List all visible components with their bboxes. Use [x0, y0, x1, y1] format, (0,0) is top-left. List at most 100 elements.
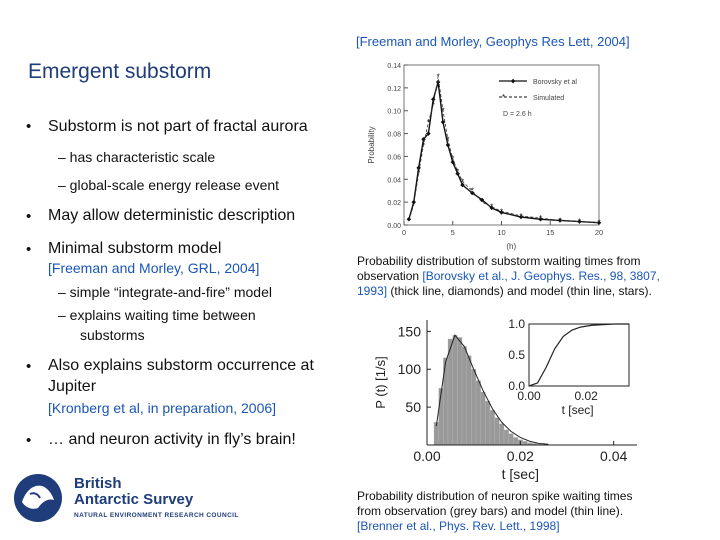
y-tick-label: 0.10	[387, 109, 401, 116]
y-tick-label: 0.14	[387, 63, 401, 70]
legend-label-borovsky: Borovsky et al	[533, 79, 577, 86]
inset-y-tick-label: 0.0	[508, 379, 525, 393]
y-tick-label: 0.08	[387, 132, 401, 139]
bullet-dot: •	[26, 432, 32, 449]
x-axis-label: (h)	[506, 242, 516, 251]
plot-frame	[403, 64, 600, 226]
caption-text: (thick line, diamonds) and model (thin l…	[387, 284, 652, 298]
histogram-bar	[447, 338, 453, 446]
logo-line1: British	[74, 475, 122, 492]
y-tick-label: 0.12	[387, 86, 401, 93]
data-point-simulated: *	[480, 198, 483, 207]
x-tick-label: 15	[546, 228, 554, 237]
legend-marker-borovsky	[510, 78, 516, 84]
y-tick-label: 50	[405, 399, 421, 415]
bas-logo	[12, 472, 64, 529]
sub-global-scale: – global-scale energy release event	[58, 177, 280, 193]
legend-label-simulated: Simulated	[533, 95, 564, 102]
data-point-simulated: *	[490, 203, 493, 212]
bullet-dot: •	[26, 208, 32, 225]
reference-borovsky-year: 1993]	[357, 284, 388, 298]
histogram-bar	[471, 369, 477, 446]
histogram-bar	[494, 417, 500, 446]
data-point-simulated: *	[437, 72, 440, 81]
data-point-simulated: *	[578, 218, 581, 227]
caption-substorm-line3: 1993] (thick line, diamonds) and model (…	[357, 284, 717, 299]
logo-line3: NATURAL ENVIRONMENT RESEARCH COUNCIL	[74, 512, 239, 519]
histogram-bar	[508, 433, 514, 446]
reference-borovsky: [Borovsky et al., J. Geophys. Res., 98, …	[422, 269, 660, 283]
data-point-simulated: *	[456, 167, 459, 176]
data-point-simulated: *	[417, 170, 420, 179]
y-tick-label: 0.02	[387, 200, 401, 207]
top-reference: [Freeman and Morley, Geophys Res Lett, 2…	[356, 34, 630, 49]
x-tick-label: 0.00	[413, 448, 440, 464]
sub-waiting-time-cont: substorms	[80, 327, 145, 343]
y-tick-label: 150	[398, 323, 422, 339]
inset-y-tick-label: 1.0	[508, 317, 525, 331]
histogram-bar	[513, 437, 519, 446]
reference-freeman-grl: [Freeman and Morley, GRL, 2004]	[48, 260, 260, 276]
reference-kronberg: [Kronberg et al, in preparation, 2006]	[48, 400, 277, 416]
histogram-bar	[522, 441, 528, 446]
inset-frame	[528, 323, 630, 387]
caption-substorm-line1: Probability distribution of substorm wai…	[357, 254, 641, 268]
bullet-dot: •	[26, 358, 32, 375]
data-point-simulated: *	[597, 219, 600, 228]
bullet-fractal: Substorm is not part of fractal aurora	[48, 118, 308, 135]
caption-neuron-line1: Probability distribution of neuron spike…	[357, 489, 633, 503]
caption-neuron: Probability distribution of neuron spike…	[357, 489, 717, 534]
caption-substorm: Probability distribution of substorm wai…	[357, 254, 717, 299]
histogram-bar	[480, 391, 486, 446]
legend-label-d: D = 2.6 h	[503, 111, 532, 118]
histogram-bar	[499, 423, 505, 446]
data-point-simulated: *	[407, 216, 410, 225]
y-tick-label: 0.00	[387, 223, 401, 230]
substorm-waiting-time-chart: 0.00 0.02 0.04 0.06 0.08 0.10 0.12 0.14 0 5 10 15 20…	[367, 63, 603, 251]
bullet-neuron: … and neuron activity in fly’s brain!	[48, 431, 296, 448]
y-tick-label: 0.06	[387, 154, 401, 161]
logo-line2: Antarctic Survey	[74, 491, 194, 508]
y-tick-label: 0.04	[387, 177, 401, 184]
histogram-bar	[457, 337, 463, 446]
bullet-dot: •	[26, 118, 32, 135]
data-point-simulated: *	[422, 141, 425, 150]
histogram-bar	[475, 380, 481, 446]
reference-brenner: [Brenner et al., Phys. Rev. Lett., 1998]	[357, 519, 560, 533]
histogram-bar	[503, 429, 509, 446]
histogram-bar	[485, 400, 491, 446]
page-title: Emergent substorm	[28, 60, 212, 83]
series-line-borovsky	[408, 81, 600, 224]
data-point-simulated: *	[471, 187, 474, 196]
inset-y-tick-label: 0.5	[508, 348, 525, 362]
data-point-simulated: *	[500, 207, 503, 216]
x-tick-label: 0.02	[507, 448, 534, 464]
y-tick-label: 100	[398, 361, 422, 377]
x-tick-label: 5	[451, 228, 455, 237]
data-point-simulated: *	[451, 155, 454, 164]
x-tick-label: 0.04	[600, 448, 627, 464]
inset-x-tick-label: 0.02	[574, 389, 598, 403]
caption-neuron-line2: from observation (grey bars) and model (…	[357, 504, 624, 518]
histogram-bar	[466, 355, 472, 446]
legend-marker-simulated: *	[502, 93, 505, 102]
data-point-simulated: *	[412, 200, 415, 209]
bullet-minimal-model: Minimal substorm model	[48, 240, 222, 257]
model-line	[435, 334, 549, 445]
inset-x-tick-label: 0.00	[517, 389, 541, 403]
bas-emblem-icon	[14, 474, 62, 522]
bullet-deterministic: May allow deterministic description	[48, 207, 296, 224]
data-point-simulated: *	[432, 101, 435, 110]
histogram-bar	[489, 410, 495, 446]
histogram-bar	[461, 346, 467, 446]
x-tick-label: 20	[595, 228, 603, 237]
caption-text: observation	[357, 269, 423, 283]
x-tick-label: 0	[402, 228, 406, 237]
x-axis-label: t [sec]	[502, 466, 539, 482]
inset-x-axis-label: t [sec]	[562, 403, 594, 417]
data-point-simulated: *	[558, 216, 561, 225]
bullet-jupiter: Also explains substorm occurrence at	[48, 357, 314, 374]
x-tick-label: 10	[497, 228, 505, 237]
y-axis-label: P (t) [1/s]	[373, 356, 388, 409]
